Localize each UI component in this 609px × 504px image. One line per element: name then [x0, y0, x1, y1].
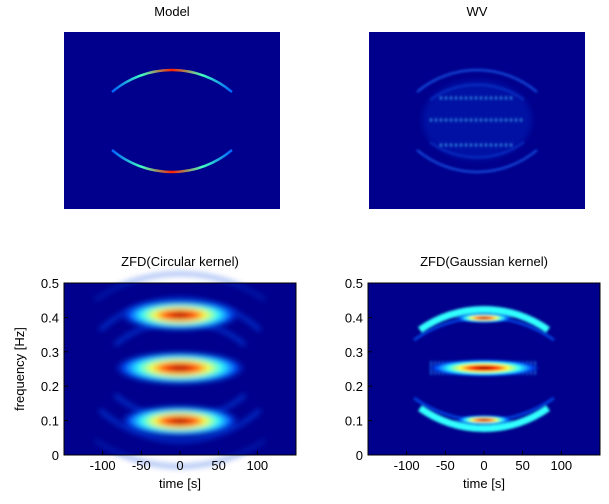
zfd-circular-image [64, 271, 296, 469]
x-axis-label: time [s] [463, 476, 505, 491]
y-tick-label: 0.5 [345, 276, 363, 291]
x-tick-label: 50 [515, 458, 529, 473]
x-tick-label: 50 [211, 458, 225, 473]
y-tick-label: 0.2 [41, 379, 59, 394]
zfd-gaussian-image [368, 283, 600, 455]
y-tick-label: 0.1 [41, 414, 59, 429]
y-tick-label: 0 [52, 448, 59, 463]
y-tick-label: 0.4 [41, 310, 59, 325]
panel-title: WV [467, 4, 488, 19]
y-tick-label: 0.5 [41, 276, 59, 291]
y-tick-label: 0.2 [345, 379, 363, 394]
panel-title: ZFD(Gaussian kernel) [420, 254, 548, 269]
x-tick-label: 100 [550, 458, 572, 473]
y-tick-label: 0.4 [345, 310, 363, 325]
x-tick-label: -100 [394, 458, 420, 473]
y-axis-label: frequency [Hz] [12, 327, 27, 411]
y-tick-label: 0 [356, 448, 363, 463]
model-image [64, 32, 280, 209]
y-tick-label: 0.1 [345, 414, 363, 429]
y-tick-label: 0.3 [41, 345, 59, 360]
panel-title: Model [154, 4, 190, 19]
panel-title: ZFD(Circular kernel) [121, 254, 239, 269]
x-tick-label: 0 [480, 458, 487, 473]
x-tick-label: -50 [132, 458, 151, 473]
y-tick-label: 0.3 [345, 345, 363, 360]
x-tick-label: 0 [176, 458, 183, 473]
x-tick-label: -50 [436, 458, 455, 473]
x-axis-label: time [s] [159, 476, 201, 491]
wv-image [369, 32, 585, 209]
x-tick-label: -100 [90, 458, 116, 473]
x-tick-label: 100 [246, 458, 268, 473]
